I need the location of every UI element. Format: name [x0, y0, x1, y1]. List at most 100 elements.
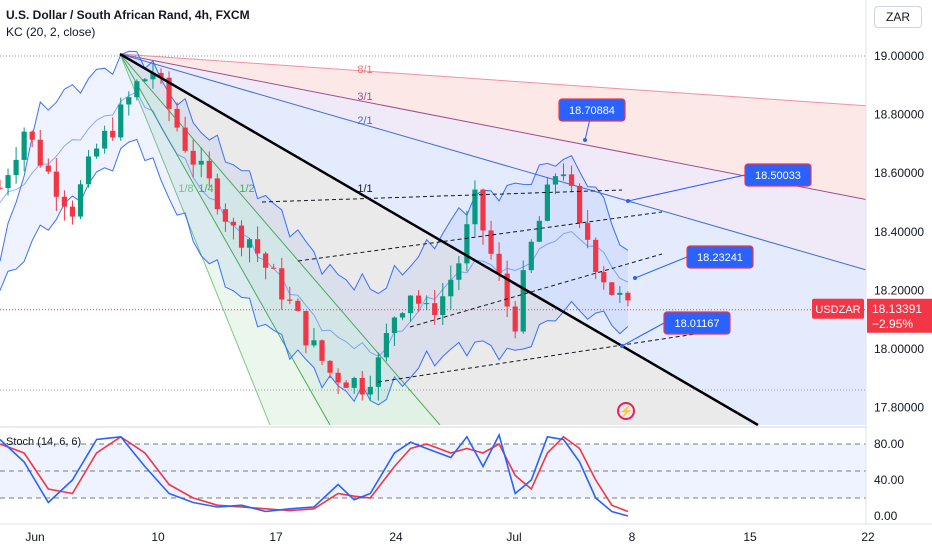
candle-body	[504, 273, 510, 307]
candle	[585, 209, 591, 249]
candle	[21, 127, 27, 172]
candle	[174, 102, 180, 132]
candle	[230, 217, 237, 240]
candle	[303, 310, 309, 354]
candle-body	[102, 130, 108, 149]
candle-body	[94, 148, 100, 157]
candle-body	[432, 303, 438, 316]
candle	[577, 183, 583, 229]
y-tick-label: 18.60000	[874, 166, 924, 180]
candle	[77, 180, 84, 220]
candle	[126, 91, 132, 116]
candle-body	[303, 310, 309, 346]
candle-body	[528, 241, 534, 271]
candle-body	[198, 160, 204, 165]
candle	[432, 289, 438, 325]
price-callout: 18.50033	[626, 163, 812, 203]
candle	[110, 117, 116, 141]
candle	[263, 251, 269, 280]
symbol-tag-text: USDZAR	[815, 304, 860, 316]
channel-line	[409, 253, 663, 328]
candle-body	[311, 340, 317, 346]
candle-body	[464, 224, 470, 264]
candle-body	[77, 184, 84, 217]
candle-body	[577, 185, 583, 224]
candle	[5, 168, 11, 196]
candle-body	[238, 225, 245, 248]
x-tick-label: 10	[151, 530, 165, 544]
candle-body	[440, 296, 446, 316]
candle-body	[601, 272, 607, 283]
candle-body	[271, 267, 277, 269]
candle-body	[544, 184, 550, 221]
candle-body	[351, 377, 357, 388]
y-tick-label: 17.80000	[874, 401, 924, 415]
fan-line	[119, 53, 441, 425]
candle	[311, 327, 317, 348]
candle-body	[399, 313, 406, 318]
candle	[206, 151, 212, 187]
candle-body	[456, 263, 462, 280]
x-tick-label: 24	[389, 530, 403, 544]
candle	[552, 173, 559, 195]
candle	[102, 125, 108, 154]
x-tick-label: Jul	[506, 530, 521, 544]
trend-line	[119, 52, 759, 427]
candle	[560, 163, 567, 181]
fan-label: 1/8	[178, 183, 193, 195]
y-tick-label: 18.40000	[874, 225, 924, 239]
candle	[399, 312, 406, 321]
candle-body	[319, 340, 325, 361]
symbol-tag	[812, 298, 864, 319]
candle	[448, 265, 454, 310]
symbol-title: U.S. Dollar / South African Rand, 4h, FX…	[6, 8, 250, 22]
x-tick-label: 15	[743, 530, 757, 544]
candle-body	[263, 253, 269, 268]
lightning-icon[interactable]: ⚡	[617, 402, 635, 420]
stoch-k-line	[0, 432, 629, 517]
candle-body	[69, 206, 76, 217]
y-tick-label: 18.00000	[874, 342, 924, 356]
candle-body	[375, 357, 381, 387]
candle	[69, 200, 76, 225]
candle-body	[448, 279, 454, 297]
x-tick-label: 17	[269, 530, 283, 544]
callout-pointer	[627, 174, 746, 202]
candle-body	[182, 127, 188, 151]
candle	[246, 237, 253, 263]
candle-body	[480, 189, 486, 231]
fan-line	[119, 53, 866, 271]
candle	[29, 130, 35, 148]
candle-body	[166, 77, 172, 109]
candle	[488, 220, 494, 260]
callout-anchor	[626, 199, 630, 203]
candle	[343, 380, 349, 388]
candle	[593, 237, 599, 280]
y-tick-label: 19.00000	[874, 49, 924, 63]
candle	[440, 283, 446, 325]
candle-body	[593, 239, 599, 273]
candle-body	[246, 239, 253, 248]
channel-line	[377, 332, 703, 383]
candle-body	[407, 295, 414, 314]
candle	[198, 147, 204, 178]
kc-upper	[0, 50, 629, 295]
stoch-title: Stoch (14, 6, 6)	[6, 436, 81, 448]
candle	[359, 370, 365, 401]
candle-body	[118, 104, 124, 138]
candle	[504, 260, 510, 318]
x-tick-label: 8	[629, 530, 636, 544]
candle-body	[45, 165, 51, 172]
currency-selector[interactable]: ZAR	[874, 6, 922, 28]
callout-box	[558, 98, 626, 122]
candle-body	[617, 292, 623, 295]
callout-box	[686, 245, 754, 269]
candle-body	[367, 386, 373, 395]
candle	[222, 203, 228, 232]
drawings[interactable]: 18.70884 18.50033 18.23241 18.01167	[119, 52, 812, 427]
callout-text: 18.50033	[755, 170, 801, 182]
callout-pointer	[634, 256, 688, 279]
candle-body	[150, 72, 156, 80]
candle-body	[609, 282, 615, 295]
